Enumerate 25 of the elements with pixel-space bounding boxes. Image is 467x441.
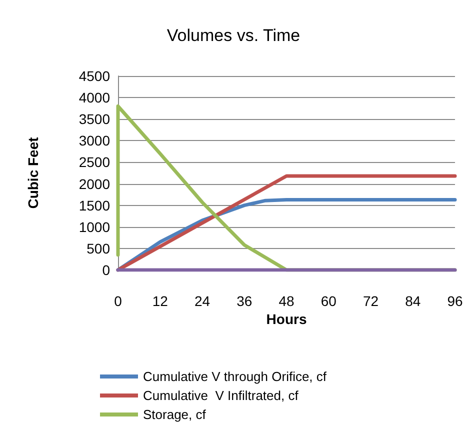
y-tick-label: 2500 <box>78 154 110 170</box>
x-tick-label: 12 <box>152 293 168 309</box>
y-tick-label: 0 <box>102 262 110 278</box>
y-tick-label: 1500 <box>78 197 110 214</box>
x-tick-label: 84 <box>405 293 421 309</box>
y-tick-label: 3500 <box>78 111 110 128</box>
x-tick-label: 24 <box>194 293 210 309</box>
y-tick-label: 500 <box>86 240 110 256</box>
x-tick-label: 48 <box>278 293 294 309</box>
x-tick-label: 60 <box>320 293 337 309</box>
legend-label: Cumulative V through Orifice, cf <box>143 369 327 384</box>
x-tick-label: 72 <box>362 293 379 309</box>
y-tick-label: 4000 <box>78 90 110 106</box>
x-axis-title: Hours <box>266 311 307 327</box>
x-tick-label: 96 <box>447 293 463 309</box>
y-axis-title: Cubic Feet <box>25 136 41 209</box>
legend-label: Cumulative V Infiltrated, cf <box>143 388 299 403</box>
y-tick-label: 2000 <box>78 176 110 192</box>
y-tick-label: 3000 <box>78 132 110 149</box>
x-tick-label: 36 <box>236 293 252 309</box>
y-tick-label: 4500 <box>78 68 110 84</box>
x-tick-label: 0 <box>114 293 122 309</box>
legend-label: Storage, cf <box>143 407 206 422</box>
y-tick-label: 1000 <box>78 218 110 235</box>
chart-title: Volumes vs. Time <box>166 26 300 45</box>
